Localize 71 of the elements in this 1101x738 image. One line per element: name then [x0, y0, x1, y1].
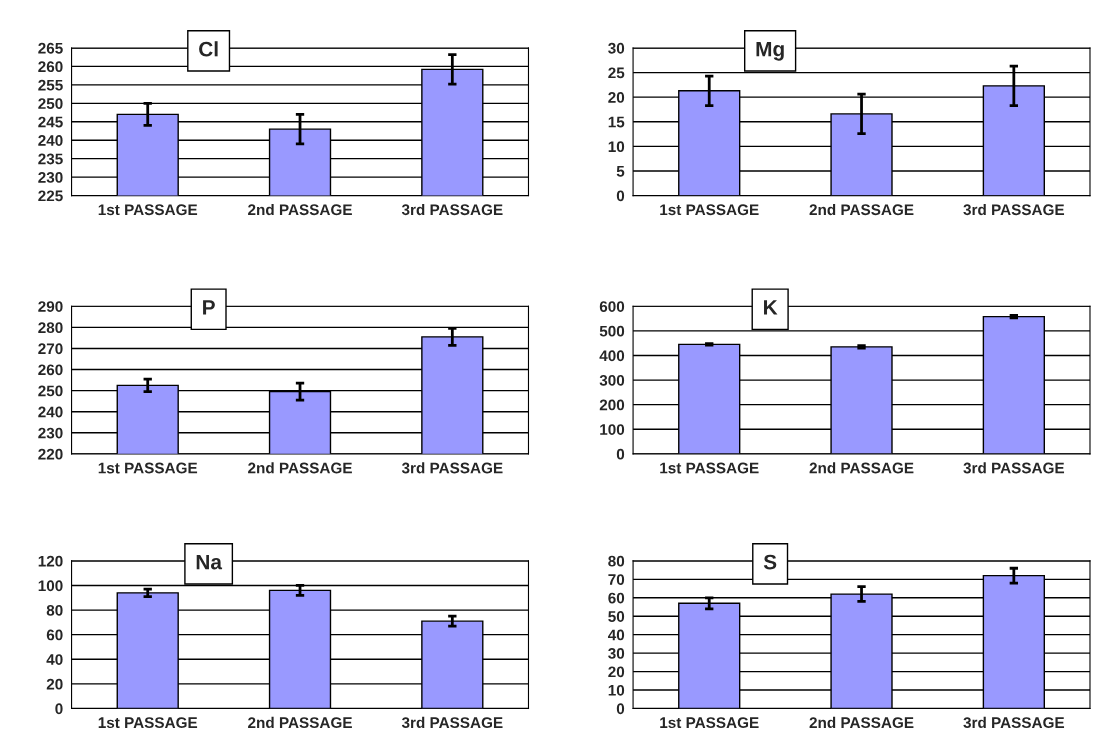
y-tick-label: 100 [600, 424, 625, 435]
y-tick-label: 15 [608, 116, 625, 128]
y-tick-label: 30 [608, 42, 625, 54]
x-tick-label: 2nd PASSAGE [248, 203, 352, 216]
y-tick-label: 200 [599, 399, 625, 411]
chart-title: Na [196, 554, 223, 570]
y-tick-label: 265 [38, 42, 63, 54]
x-tick-label: 1st PASSAGE [660, 462, 759, 474]
y-tick-label: 225 [38, 190, 63, 202]
x-tick-label: 1st PASSAGE [98, 462, 198, 474]
y-tick-label: 0 [55, 703, 63, 715]
y-tick-label: 60 [46, 629, 63, 641]
x-tick-label: 1st PASSAGE [660, 717, 759, 729]
x-tick-label: 1st PASSAGE [98, 204, 198, 216]
x-tick-label: 2nd PASSAGE [809, 716, 914, 729]
y-tick-label: 500 [599, 325, 625, 337]
y-tick-label: 0 [616, 703, 625, 715]
y-tick-label: 245 [38, 116, 63, 128]
y-tick-label: 280 [38, 322, 63, 334]
y-tick-label: 50 [608, 611, 625, 622]
y-tick-label: 400 [599, 350, 625, 362]
y-tick-label: 230 [38, 171, 63, 183]
y-tick-label: 60 [608, 592, 625, 604]
y-tick-label: 290 [38, 301, 63, 312]
chart-title: S [763, 554, 777, 570]
y-tick-label: 0 [616, 190, 625, 202]
y-tick-label: 100 [38, 580, 63, 592]
y-tick-label: 20 [608, 92, 625, 103]
y-tick-label: 120 [38, 555, 63, 567]
y-tick-label: 20 [608, 666, 625, 678]
x-tick-label: 1st PASSAGE [98, 717, 198, 729]
x-tick-label: 3rd PASSAGE [401, 462, 503, 474]
y-tick-label: 10 [608, 684, 625, 696]
x-tick-label: 2nd PASSAGE [248, 716, 352, 729]
y-tick-label: 30 [608, 648, 625, 659]
y-tick-label: 25 [608, 67, 625, 79]
x-tick-label: 3rd PASSAGE [963, 716, 1065, 729]
y-tick-label: 220 [38, 448, 63, 460]
x-tick-label: 2nd PASSAGE [809, 462, 914, 474]
chart-title: K [764, 300, 778, 315]
y-tick-label: 40 [46, 654, 63, 665]
y-tick-label: 255 [38, 79, 63, 91]
x-tick-label: 3rd PASSAGE [401, 716, 503, 729]
chart-title: Cl [199, 41, 218, 57]
x-tick-label: 3rd PASSAGE [963, 203, 1065, 216]
x-tick-label: 1st PASSAGE [660, 204, 759, 216]
y-tick-label: 0 [616, 448, 625, 460]
chart-title: Mg [756, 41, 784, 61]
y-tick-label: 20 [46, 678, 63, 690]
y-tick-label: 80 [608, 555, 625, 567]
x-tick-label: 2nd PASSAGE [809, 203, 914, 216]
y-tick-label: 250 [38, 98, 63, 110]
y-tick-label: 70 [608, 574, 625, 586]
y-tick-label: 10 [608, 141, 625, 153]
y-tick-label: 600 [599, 301, 625, 312]
y-tick-label: 270 [38, 343, 63, 355]
x-tick-label: 3rd PASSAGE [963, 462, 1065, 474]
y-tick-label: 235 [38, 153, 63, 165]
y-tick-label: 250 [38, 385, 63, 397]
y-tick-label: 260 [38, 364, 63, 376]
y-tick-label: 5 [616, 166, 625, 177]
y-tick-label: 40 [607, 629, 625, 641]
y-tick-label: 240 [38, 406, 63, 418]
y-tick-label: 80 [46, 604, 63, 616]
y-tick-label: 260 [38, 61, 63, 73]
y-tick-label: 230 [38, 427, 63, 439]
x-tick-label: 3rd PASSAGE [401, 203, 503, 216]
y-tick-label: 300 [599, 374, 625, 386]
x-tick-label: 2nd PASSAGE [248, 462, 352, 474]
y-tick-label: 240 [38, 135, 63, 146]
chart-title: P [203, 300, 215, 315]
